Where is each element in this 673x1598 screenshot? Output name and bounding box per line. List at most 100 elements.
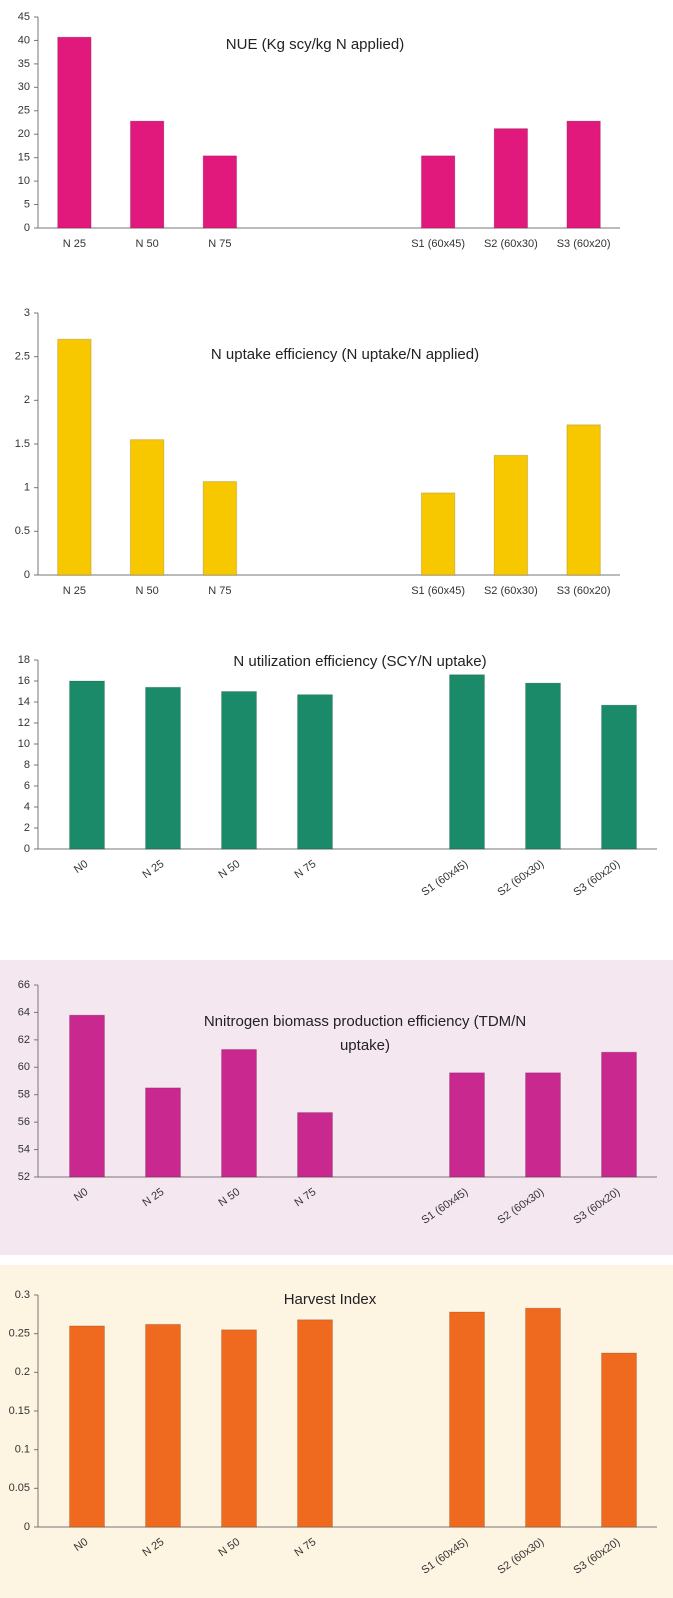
bar	[525, 1072, 561, 1178]
bar	[420, 492, 456, 576]
y-tick-label: 64	[18, 1006, 30, 1018]
y-tick-label: 0.5	[15, 525, 30, 537]
y-tick-label: 58	[18, 1089, 30, 1101]
bar	[221, 1048, 257, 1178]
bar	[601, 704, 637, 850]
x-tick-label: N 50	[136, 238, 159, 250]
y-tick-label: 0	[24, 1521, 30, 1533]
x-tick-label: S2 (60x30)	[484, 238, 538, 250]
chart-title: uptake)	[340, 1037, 390, 1054]
y-tick-label: 0.25	[9, 1328, 30, 1340]
bar	[69, 1325, 105, 1528]
bar	[57, 36, 92, 229]
y-tick-label: 56	[18, 1116, 30, 1128]
bar	[449, 1072, 485, 1178]
x-tick-label: N 25	[140, 858, 166, 881]
chart-title: Harvest Index	[284, 1291, 377, 1308]
y-tick-label: 14	[18, 696, 30, 708]
x-tick-label: N 50	[136, 585, 159, 597]
bar	[566, 120, 601, 229]
y-tick-label: 62	[18, 1034, 30, 1046]
y-tick-label: 2.5	[15, 351, 30, 363]
x-tick-label: N 25	[63, 238, 86, 250]
y-tick-label: 66	[18, 979, 30, 991]
y-tick-label: 0	[24, 569, 30, 581]
x-tick-label: N 75	[208, 585, 231, 597]
y-tick-label: 2	[24, 822, 30, 834]
y-tick-label: 60	[18, 1061, 30, 1073]
y-tick-label: 16	[18, 675, 30, 687]
x-tick-label: N 25	[63, 585, 86, 597]
bar	[69, 680, 105, 850]
chart-title: N uptake efficiency (N uptake/N applied)	[211, 346, 479, 363]
bar	[221, 691, 257, 850]
bar	[449, 1311, 485, 1528]
y-tick-label: 0.05	[9, 1482, 30, 1494]
bar	[221, 1329, 257, 1528]
y-tick-label: 5	[24, 198, 30, 210]
y-tick-label: 18	[18, 654, 30, 666]
panel-background	[0, 960, 673, 1255]
y-tick-label: 40	[18, 34, 30, 46]
bar	[449, 674, 485, 850]
y-tick-label: 10	[18, 175, 30, 187]
chart-title: NUE (Kg scy/kg N applied)	[226, 36, 404, 53]
bar	[202, 481, 238, 576]
x-tick-label: S2 (60x30)	[495, 858, 546, 899]
y-tick-label: 15	[18, 152, 30, 164]
bar	[202, 155, 238, 229]
y-tick-label: 1	[24, 482, 30, 494]
y-tick-label: 4	[24, 801, 30, 813]
y-tick-label: 0	[24, 222, 30, 234]
x-tick-label: N 75	[292, 858, 318, 881]
x-tick-label: S3 (60x20)	[557, 585, 611, 597]
y-tick-label: 0.3	[15, 1289, 30, 1301]
bar	[601, 1051, 637, 1178]
x-tick-label: S1 (60x45)	[411, 238, 465, 250]
bar	[525, 1307, 561, 1528]
bar	[493, 454, 529, 576]
y-tick-label: 1.5	[15, 438, 30, 450]
y-tick-label: 3	[24, 307, 30, 319]
bar	[297, 1112, 333, 1178]
bar	[525, 682, 561, 850]
bar	[129, 439, 165, 576]
y-tick-label: 25	[18, 105, 30, 117]
x-tick-label: S1 (60x45)	[411, 585, 465, 597]
bar	[57, 338, 92, 576]
y-tick-label: 30	[18, 81, 30, 93]
y-tick-label: 0.15	[9, 1405, 30, 1417]
bar	[297, 694, 333, 850]
y-tick-label: 52	[18, 1171, 30, 1183]
x-tick-label: N 50	[216, 858, 242, 881]
y-tick-label: 8	[24, 759, 30, 771]
bar	[493, 128, 529, 229]
bar	[601, 1352, 637, 1528]
x-tick-label: S3 (60x20)	[571, 858, 622, 899]
x-tick-label: S1 (60x45)	[419, 858, 470, 899]
bar	[129, 120, 165, 229]
y-tick-label: 35	[18, 58, 30, 70]
chart-title: N utilization efficiency (SCY/N uptake)	[233, 653, 486, 670]
bar	[566, 424, 601, 576]
bar	[145, 1087, 181, 1178]
x-tick-label: N0	[72, 858, 90, 876]
y-tick-label: 54	[18, 1143, 30, 1155]
chart-title: Nnitrogen biomass production efficiency …	[204, 1013, 526, 1030]
y-tick-label: 45	[18, 11, 30, 23]
x-tick-label: S2 (60x30)	[484, 585, 538, 597]
x-tick-label: S3 (60x20)	[557, 238, 611, 250]
y-tick-label: 0	[24, 843, 30, 855]
y-tick-label: 2	[24, 394, 30, 406]
y-tick-label: 0.2	[15, 1366, 30, 1378]
y-tick-label: 20	[18, 128, 30, 140]
y-tick-label: 0.1	[15, 1444, 30, 1456]
panel-background	[0, 1265, 673, 1598]
x-tick-label: N 75	[208, 238, 231, 250]
y-tick-label: 12	[18, 717, 30, 729]
bar	[420, 155, 456, 229]
bar	[145, 686, 181, 850]
bar	[69, 1014, 105, 1178]
bar	[145, 1323, 181, 1528]
